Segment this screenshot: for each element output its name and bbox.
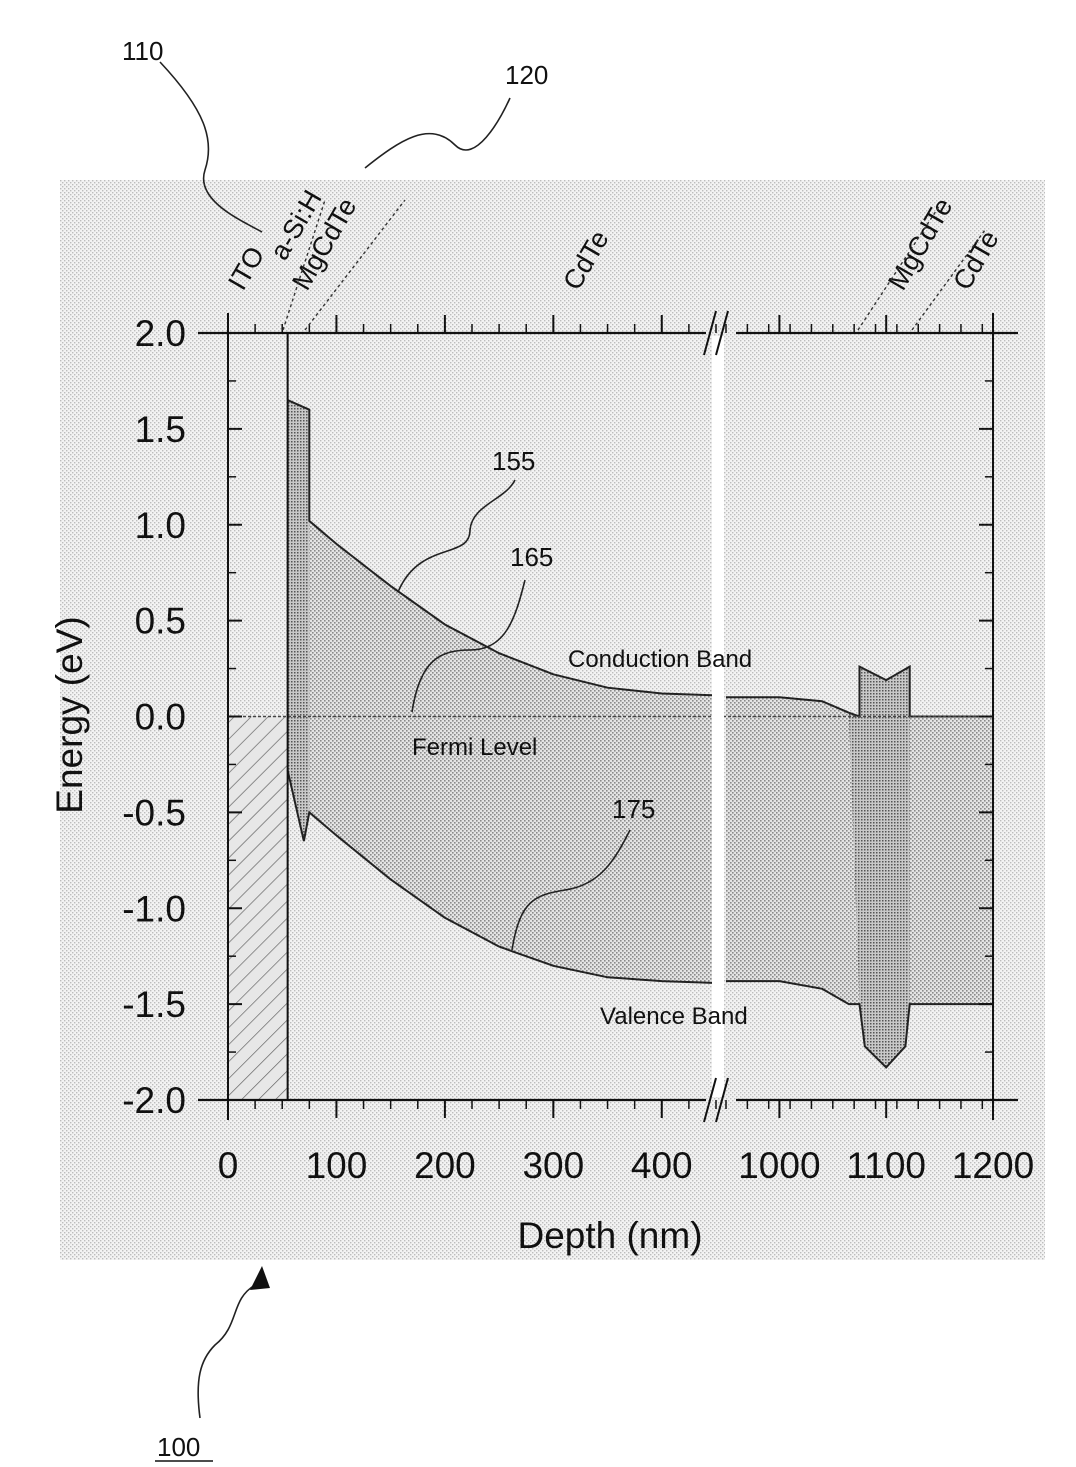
x-tick-label: 300 <box>522 1145 584 1186</box>
ref-155: 155 <box>492 446 535 476</box>
y-tick-label: 1.5 <box>135 409 186 450</box>
y-tick-label: -2.0 <box>122 1080 186 1121</box>
ref-175: 175 <box>612 794 655 824</box>
series-conduction-band-b <box>726 664 993 718</box>
x-tick-label: 1200 <box>952 1145 1034 1186</box>
x-tick-label: 400 <box>631 1145 693 1186</box>
break-mark <box>715 310 729 356</box>
mgcdte-fill-2 <box>848 666 910 1068</box>
y-tick-label: 1.0 <box>135 505 186 546</box>
series-valence-band-a <box>286 769 717 984</box>
ref-120: 120 <box>505 60 548 90</box>
y-tick-label: 2.0 <box>135 313 186 354</box>
leader-120 <box>364 97 511 169</box>
leader-155 <box>397 479 516 593</box>
x-tick-label: 100 <box>306 1145 368 1186</box>
mgcdte-fill-1 <box>287 400 310 842</box>
y-tick-label: 0.5 <box>135 601 186 642</box>
x-tick-label: 1000 <box>738 1145 820 1186</box>
arrowhead-100 <box>250 1266 270 1290</box>
x-tick-label: 200 <box>414 1145 476 1186</box>
axis-break-gap <box>712 336 724 1097</box>
x-axis-title: Depth (nm) <box>517 1215 702 1256</box>
leader-175 <box>511 829 631 951</box>
ref-100: 100 <box>157 1432 200 1462</box>
break-mark <box>703 1077 717 1123</box>
break-mark <box>703 310 717 356</box>
y-tick-label: 0.0 <box>135 697 186 738</box>
leader-165 <box>411 579 526 713</box>
ref-110: 110 <box>122 36 163 66</box>
series-valence-band-b <box>726 980 993 1069</box>
x-tick-label: 1100 <box>846 1145 926 1186</box>
leader-110 <box>159 61 263 233</box>
break-mark <box>715 1077 729 1123</box>
band-fill-left <box>287 400 716 984</box>
conduction-band-label: Conduction Band <box>568 646 752 673</box>
y-axis-title: Energy (eV) <box>49 616 90 813</box>
leader-100 <box>197 1284 256 1419</box>
ref-165: 165 <box>510 542 553 572</box>
x-tick-label: 0 <box>218 1145 239 1186</box>
layer-guide <box>282 199 326 331</box>
y-tick-label: -0.5 <box>122 792 186 833</box>
layer-guide <box>911 229 986 331</box>
fermi-level-label: Fermi Level <box>412 734 537 761</box>
series-conduction-band-a <box>287 399 717 697</box>
y-tick-label: -1.0 <box>122 888 186 929</box>
layer-guide <box>857 204 941 331</box>
valence-band-label: Valence Band <box>600 1003 748 1030</box>
y-tick-label: -1.5 <box>122 984 186 1025</box>
